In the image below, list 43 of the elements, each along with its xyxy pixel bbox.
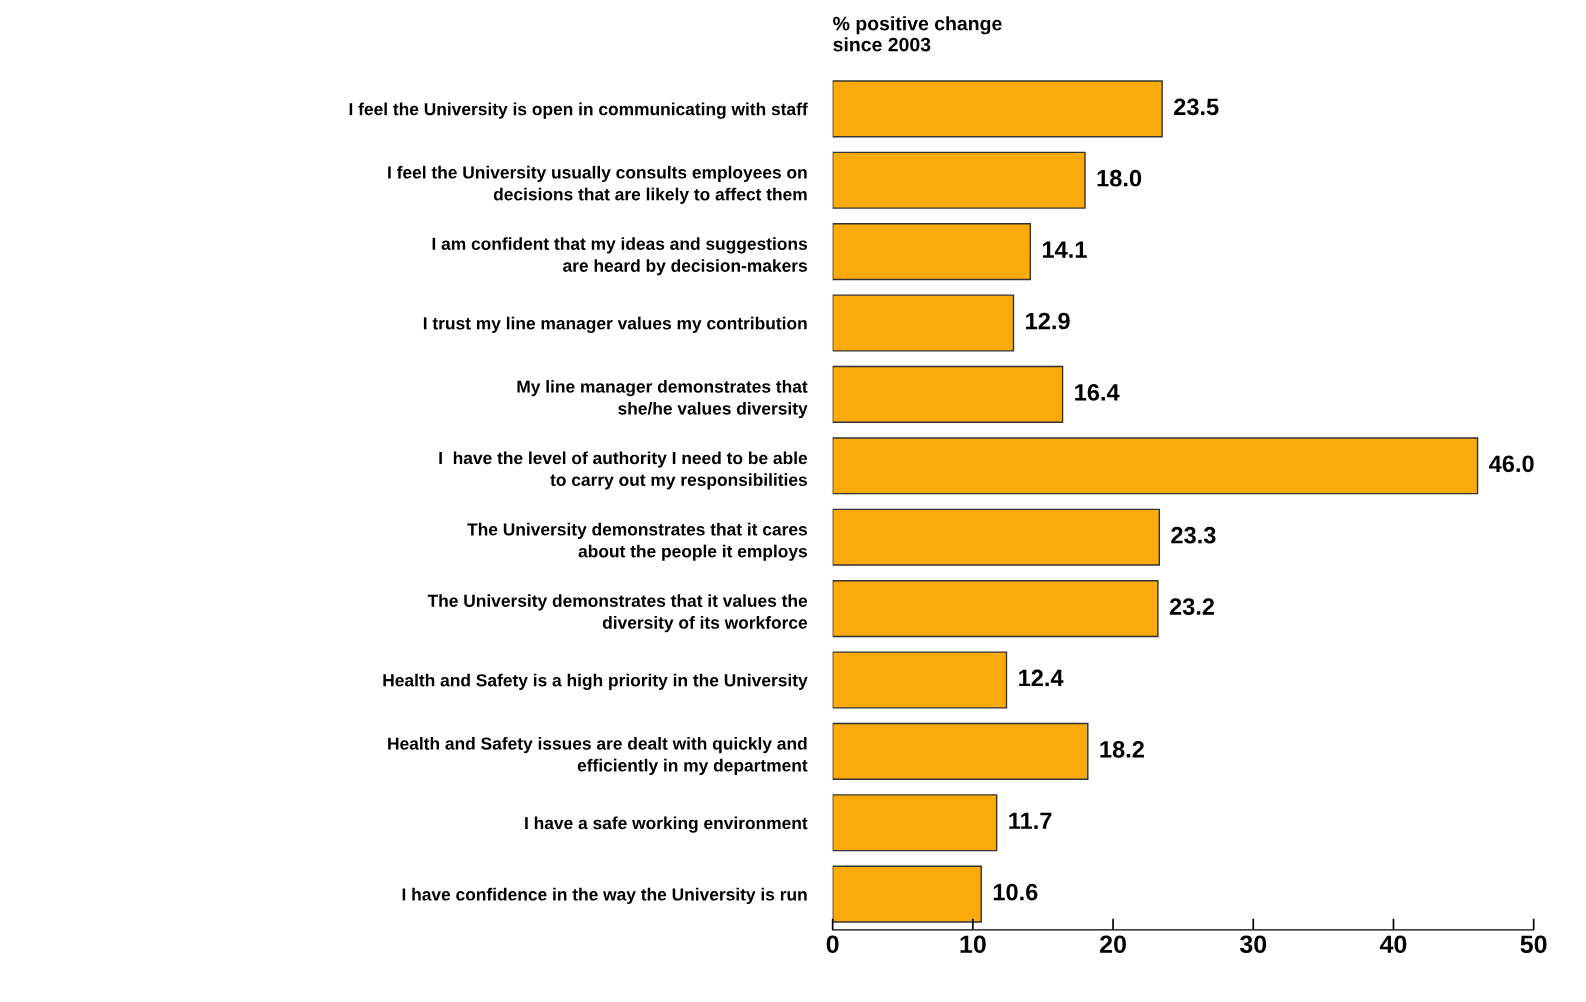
- y-tick-label: I trust my line manager values my contribution: [423, 316, 807, 333]
- data-label: 18.2: [1100, 740, 1144, 758]
- bar: [832, 722, 1089, 780]
- data-label: 12.9: [1026, 312, 1070, 330]
- y-tick-label: I am confident that my ideas and suggestions are heard by decision-makers: [432, 237, 807, 276]
- x-tick-label: 50: [1520, 935, 1547, 954]
- data-label: 23.5: [1174, 98, 1219, 116]
- data-label: 10.6: [993, 883, 1038, 901]
- bar: [832, 794, 998, 852]
- data-label: 12.4: [1019, 669, 1064, 687]
- y-tick-label: I feel the University usually consults employees on decisions that are likely to affect them: [388, 165, 807, 204]
- data-label: 23.3: [1171, 526, 1216, 544]
- y-tick-label: I have a safe working environment: [525, 816, 808, 833]
- y-tick-label: My line manager demonstrates that she/he values diversity: [517, 379, 808, 419]
- y-tick-label: Health and Safety is a high priority in the University: [383, 673, 808, 690]
- bar: [832, 865, 982, 923]
- bar: [832, 580, 1159, 638]
- x-tick-label: 0: [826, 935, 839, 954]
- x-tick-label: 40: [1379, 935, 1407, 954]
- y-tick-label: The University demonstrates that it cares about the people it employs: [467, 522, 807, 561]
- y-tick-label: Health and Safety issues are dealt with quickly and efficiently in my department: [388, 736, 808, 776]
- y-tick-label: I have the level of authority I need to be able to carry out my responsibilities: [439, 451, 808, 490]
- data-label: 14.1: [1042, 241, 1087, 258]
- bar: [832, 80, 1163, 138]
- bar: [832, 508, 1161, 566]
- bar: [832, 151, 1086, 209]
- data-label: 23.2: [1169, 598, 1215, 615]
- y-tick-label: I have confidence in the way the University is run: [402, 887, 807, 905]
- data-label: 11.7: [1009, 812, 1052, 829]
- x-tick-label: 10: [960, 935, 986, 954]
- data-label: 16.4: [1075, 384, 1120, 401]
- chart-title: % positive change since 2003: [833, 16, 1002, 52]
- y-tick-label: I feel the University is open in communicating with staff: [349, 102, 808, 119]
- bar: [832, 365, 1064, 423]
- bar: [832, 223, 1032, 281]
- x-tick-label: 30: [1239, 935, 1267, 954]
- data-label: 46.0: [1489, 455, 1534, 473]
- bar: [832, 651, 1008, 709]
- x-tick-label: 20: [1100, 935, 1126, 954]
- bar: [832, 437, 1479, 495]
- y-tick-label: The University demonstrates that it values the diversity of its workforce: [427, 594, 808, 633]
- data-label: 18.0: [1097, 169, 1142, 187]
- bar: [832, 294, 1015, 352]
